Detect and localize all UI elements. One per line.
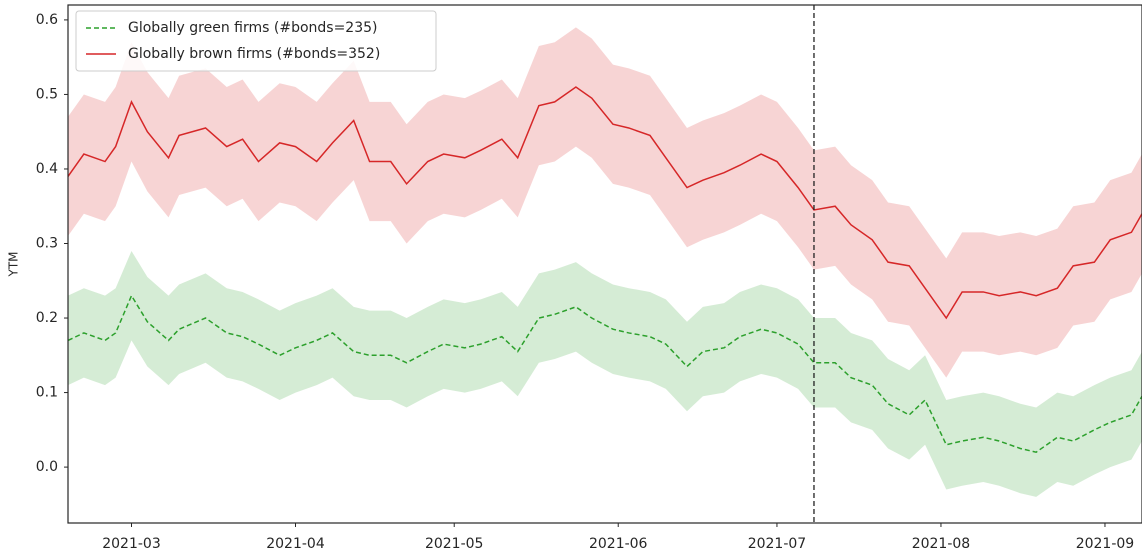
- plot-area: [68, 27, 1142, 497]
- y-tick-label: 0.0: [36, 459, 58, 475]
- confidence-band: [68, 27, 1142, 378]
- y-tick-label: 0.4: [36, 161, 58, 177]
- x-tick-label: 2021-06: [589, 536, 648, 552]
- legend-label: Globally green firms (#bonds=235): [128, 20, 378, 36]
- x-tick-label: 2021-08: [912, 536, 971, 552]
- y-tick-label: 0.1: [36, 385, 58, 401]
- confidence-band: [68, 250, 1142, 497]
- x-tick-label: 2021-03: [102, 536, 161, 552]
- series-line: [68, 86, 1142, 320]
- y-tick-label: 0.2: [36, 310, 58, 326]
- legend-label: Globally brown firms (#bonds=352): [128, 46, 380, 62]
- x-tick-label: 2021-05: [425, 536, 484, 552]
- y-axis-label: YTM: [7, 251, 21, 277]
- y-tick-label: 0.3: [36, 236, 58, 252]
- x-tick-label: 2021-07: [748, 536, 807, 552]
- series-line: [68, 294, 1142, 453]
- y-tick-label: 0.6: [36, 12, 58, 28]
- x-tick-label: 2021-09: [1076, 536, 1135, 552]
- x-tick-label: 2021-04: [266, 536, 325, 552]
- legend-box: [75, 10, 437, 72]
- plot-frame: [67, 4, 1142, 524]
- y-tick-label: 0.5: [36, 86, 58, 102]
- legend: Globally green firms (#bonds=235) Globall…: [75, 10, 437, 72]
